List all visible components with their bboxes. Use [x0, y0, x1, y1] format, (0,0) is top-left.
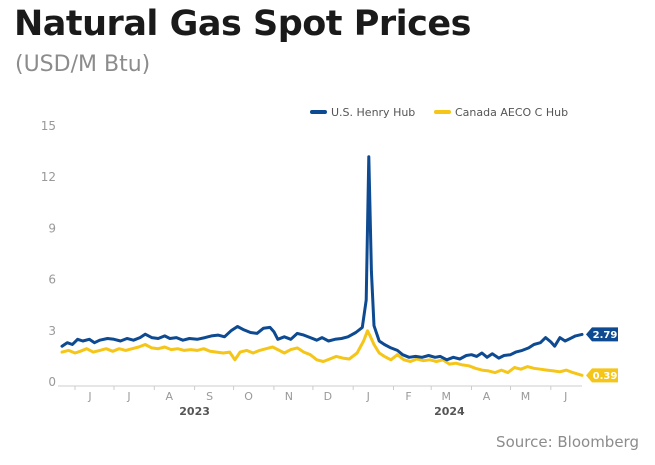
end-labels: 2.79 0.39	[586, 327, 618, 383]
x-tick-label: J	[366, 390, 370, 403]
y-tick-label: 0	[48, 375, 56, 389]
series-lines	[60, 155, 584, 377]
x-tick-label: J	[126, 390, 130, 403]
end-label-value: 2.79	[593, 330, 618, 341]
x-axis: J J A S O N D J F M A M J 2023 2024	[58, 385, 582, 418]
y-tick-label: 12	[41, 170, 56, 184]
x-year-label: 2024	[434, 405, 465, 418]
x-tick-label: F	[405, 390, 411, 403]
x-tick-label: O	[244, 390, 253, 403]
x-tick-label: S	[206, 390, 213, 403]
y-tick-label: 15	[41, 119, 56, 133]
legend-label: Canada AECO C Hub	[455, 106, 568, 119]
y-axis: 0 3 6 9 12 15	[41, 119, 56, 389]
x-year-label: 2023	[179, 405, 210, 418]
y-tick-label: 6	[48, 273, 56, 287]
legend: U.S. Henry Hub Canada AECO C Hub	[310, 106, 568, 119]
x-tick-label: J	[87, 390, 91, 403]
x-tick-label: J	[563, 390, 567, 403]
series-line	[60, 329, 584, 377]
x-tick-label: A	[483, 390, 491, 403]
x-tick-label: N	[285, 390, 293, 403]
series-line	[60, 155, 584, 362]
x-tick-label: D	[324, 390, 332, 403]
end-label-tag	[586, 368, 618, 383]
y-tick-label: 9	[48, 221, 56, 235]
source-note: Source: Bloomberg	[496, 433, 639, 451]
legend-label: U.S. Henry Hub	[331, 106, 415, 119]
end-label-tag	[586, 327, 618, 342]
x-tick-label: M	[521, 390, 531, 403]
y-tick-label: 3	[48, 324, 56, 338]
x-tick-label: A	[166, 390, 174, 403]
end-label-value: 0.39	[593, 371, 618, 382]
chart-title: Natural Gas Spot Prices	[14, 4, 471, 44]
x-tick-label: M	[441, 390, 451, 403]
chart-subtitle: (USD/M Btu)	[15, 52, 151, 77]
